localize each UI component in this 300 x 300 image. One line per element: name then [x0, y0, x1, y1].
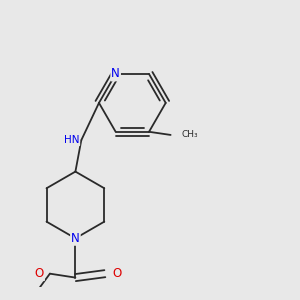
Text: N: N — [111, 68, 120, 80]
Text: N: N — [71, 232, 80, 245]
Text: O: O — [35, 267, 44, 280]
Text: O: O — [112, 267, 121, 280]
Text: CH₃: CH₃ — [182, 130, 198, 140]
Text: HN: HN — [64, 135, 79, 145]
